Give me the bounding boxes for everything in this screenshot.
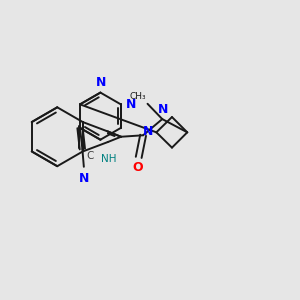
Text: N: N	[158, 103, 168, 116]
Text: N: N	[79, 172, 89, 185]
Text: N: N	[142, 125, 153, 138]
Text: NH: NH	[101, 154, 117, 164]
Text: CH₃: CH₃	[129, 92, 146, 101]
Text: N: N	[126, 98, 136, 111]
Text: N: N	[96, 76, 106, 89]
Text: C: C	[87, 151, 94, 160]
Text: O: O	[132, 161, 142, 174]
